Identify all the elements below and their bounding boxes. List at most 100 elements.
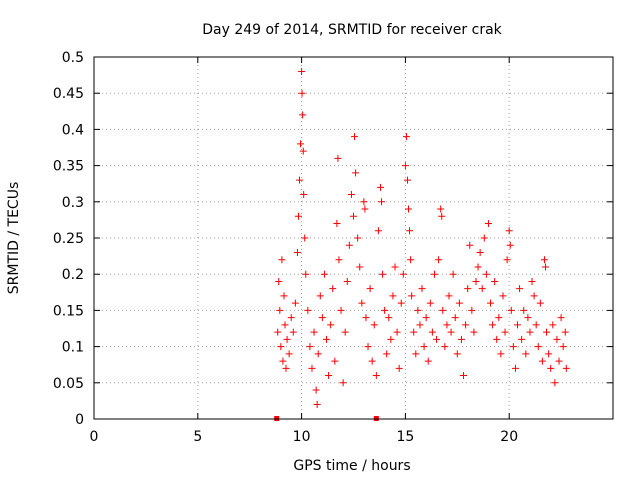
data-point xyxy=(351,133,359,141)
x-tick-label: 10 xyxy=(293,429,311,445)
data-point xyxy=(308,364,316,372)
data-point xyxy=(304,306,312,314)
data-point xyxy=(553,335,561,343)
data-point xyxy=(374,227,382,235)
data-point xyxy=(420,343,428,351)
data-point xyxy=(376,183,384,191)
data-point xyxy=(289,328,297,336)
data-point xyxy=(276,306,284,314)
axis-ticks xyxy=(93,56,613,420)
data-point xyxy=(530,292,538,300)
data-point xyxy=(453,350,461,358)
data-point xyxy=(352,169,360,177)
data-point xyxy=(298,89,306,97)
data-point xyxy=(277,343,285,351)
data-point xyxy=(405,205,413,213)
data-point xyxy=(466,241,474,249)
x-tick-label: 0 xyxy=(90,429,99,445)
data-point xyxy=(549,321,557,329)
data-point xyxy=(282,364,290,372)
data-point xyxy=(327,321,335,329)
data-point xyxy=(302,270,310,278)
data-point xyxy=(285,350,293,358)
data-point xyxy=(472,277,480,285)
data-point xyxy=(470,328,478,336)
data-point xyxy=(387,335,395,343)
data-point xyxy=(333,220,341,228)
data-point xyxy=(368,357,376,365)
data-point xyxy=(543,328,551,336)
data-point xyxy=(426,299,434,307)
data-point xyxy=(337,306,345,314)
data-point xyxy=(301,234,309,242)
data-point xyxy=(506,241,514,249)
data-point xyxy=(393,328,401,336)
y-tick-label: 0.4 xyxy=(62,122,84,138)
data-point xyxy=(339,379,347,387)
data-point xyxy=(335,256,343,264)
data-point xyxy=(526,328,534,336)
data-point xyxy=(551,379,559,387)
data-point xyxy=(540,256,548,264)
data-point xyxy=(503,256,511,264)
data-point xyxy=(370,321,378,329)
y-tick-label: 0.15 xyxy=(53,303,84,319)
data-point xyxy=(532,321,540,329)
data-point xyxy=(278,256,286,264)
data-point xyxy=(474,263,482,271)
data-point xyxy=(379,270,387,278)
data-point xyxy=(361,205,369,213)
data-point xyxy=(547,364,555,372)
data-point xyxy=(389,292,397,300)
data-point xyxy=(378,198,386,206)
data-point xyxy=(403,176,411,184)
data-point xyxy=(555,357,563,365)
data-point xyxy=(298,67,306,75)
data-point xyxy=(401,162,409,170)
data-point xyxy=(314,350,322,358)
data-point xyxy=(437,205,445,213)
data-point xyxy=(491,277,499,285)
data-point xyxy=(414,306,422,314)
data-point xyxy=(347,191,355,199)
data-point xyxy=(451,314,459,322)
data-point xyxy=(372,372,380,380)
data-point xyxy=(300,191,308,199)
data-point xyxy=(464,285,472,293)
data-point xyxy=(343,277,351,285)
data-point xyxy=(341,328,349,336)
data-point xyxy=(439,306,447,314)
data-point xyxy=(435,256,443,264)
data-point xyxy=(306,343,314,351)
data-point xyxy=(297,140,305,148)
data-point xyxy=(505,227,513,235)
data-point xyxy=(438,212,446,220)
data-point xyxy=(275,277,283,285)
data-point xyxy=(410,328,418,336)
data-point xyxy=(422,314,430,322)
data-point xyxy=(418,285,426,293)
y-tick-label: 0.1 xyxy=(62,340,84,356)
data-point xyxy=(497,350,505,358)
data-point xyxy=(356,263,364,271)
data-point xyxy=(318,314,326,322)
data-point xyxy=(462,321,470,329)
data-point xyxy=(366,285,374,293)
y-tick-label: 0.05 xyxy=(53,376,84,392)
data-point xyxy=(447,328,455,336)
data-point xyxy=(493,335,501,343)
x-tick-label: 15 xyxy=(396,429,414,445)
y-tick-label: 0.5 xyxy=(62,50,84,66)
chart-title: Day 249 of 2014, SRMTID for receiver cra… xyxy=(202,22,502,38)
x-tick-label: 5 xyxy=(193,429,202,445)
data-point xyxy=(489,321,497,329)
tick-labels: 0 0.05 0.1 0.15 0.2 0.25 0.3 0.35 0.4 0.45 0.5 0 5 10… xyxy=(53,50,518,445)
data-point xyxy=(561,328,569,336)
data-point xyxy=(480,234,488,242)
data-point xyxy=(350,212,357,220)
data-point xyxy=(460,372,468,380)
data-point xyxy=(557,314,565,322)
data-point xyxy=(443,321,451,329)
y-tick-label: 0.3 xyxy=(62,195,84,211)
